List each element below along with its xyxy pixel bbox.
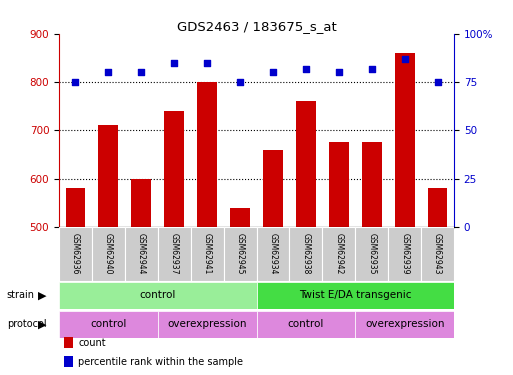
Bar (256, 282, 454, 309)
Text: GSM62941: GSM62941 (203, 233, 212, 275)
Bar (230, 208, 250, 227)
Text: percentile rank within the sample: percentile rank within the sample (78, 357, 244, 367)
Text: GSM62935: GSM62935 (367, 233, 376, 275)
Point (334, 69, 343, 75)
Bar (289, 227, 322, 281)
Bar (388, 227, 421, 281)
Point (269, 69, 277, 75)
Bar (355, 310, 454, 338)
Point (104, 69, 112, 75)
Text: strain: strain (7, 290, 35, 300)
Text: GSM62942: GSM62942 (334, 233, 343, 275)
Text: GSM62943: GSM62943 (433, 233, 442, 275)
Bar (158, 227, 191, 281)
Point (236, 79, 244, 85)
Bar (296, 101, 315, 227)
Text: count: count (78, 338, 106, 348)
Bar (59, 227, 92, 281)
Text: GSM62938: GSM62938 (301, 233, 310, 275)
Text: ▶: ▶ (38, 319, 46, 329)
Bar (59, 282, 256, 309)
Text: control: control (90, 319, 127, 329)
Text: control: control (288, 319, 324, 329)
Text: ▶: ▶ (38, 290, 46, 300)
Bar (263, 150, 283, 227)
Bar (98, 126, 118, 227)
Point (137, 69, 145, 75)
Bar (322, 227, 355, 281)
Point (302, 66, 310, 72)
Bar (164, 111, 184, 227)
Bar (197, 82, 217, 227)
Bar (256, 310, 355, 338)
Bar (421, 227, 454, 281)
Bar (428, 188, 447, 227)
Text: GSM62939: GSM62939 (400, 233, 409, 275)
Point (401, 56, 409, 62)
Bar (355, 227, 388, 281)
Text: overexpression: overexpression (167, 319, 247, 329)
Bar (191, 227, 224, 281)
Bar (92, 227, 125, 281)
Bar (256, 227, 289, 281)
Bar (158, 310, 256, 338)
Text: GSM62934: GSM62934 (268, 233, 278, 275)
Bar (131, 178, 151, 227)
Point (433, 79, 442, 85)
Point (170, 60, 179, 66)
Text: Twist E/DA transgenic: Twist E/DA transgenic (299, 290, 411, 300)
Point (203, 60, 211, 66)
Text: control: control (140, 290, 176, 300)
Point (368, 66, 376, 72)
Text: GSM62940: GSM62940 (104, 233, 113, 275)
Bar (59, 310, 158, 338)
Bar (362, 142, 382, 227)
Text: protocol: protocol (7, 319, 46, 329)
Text: overexpression: overexpression (365, 319, 444, 329)
Point (71, 79, 80, 85)
Bar (224, 227, 256, 281)
Title: GDS2463 / 183675_s_at: GDS2463 / 183675_s_at (176, 20, 337, 33)
Text: GSM62937: GSM62937 (170, 233, 179, 275)
Text: GSM62936: GSM62936 (71, 233, 80, 275)
Bar (329, 142, 349, 227)
Bar (394, 53, 415, 227)
Bar (66, 188, 85, 227)
Bar (125, 227, 158, 281)
Text: GSM62944: GSM62944 (137, 233, 146, 275)
Text: GSM62945: GSM62945 (235, 233, 245, 275)
